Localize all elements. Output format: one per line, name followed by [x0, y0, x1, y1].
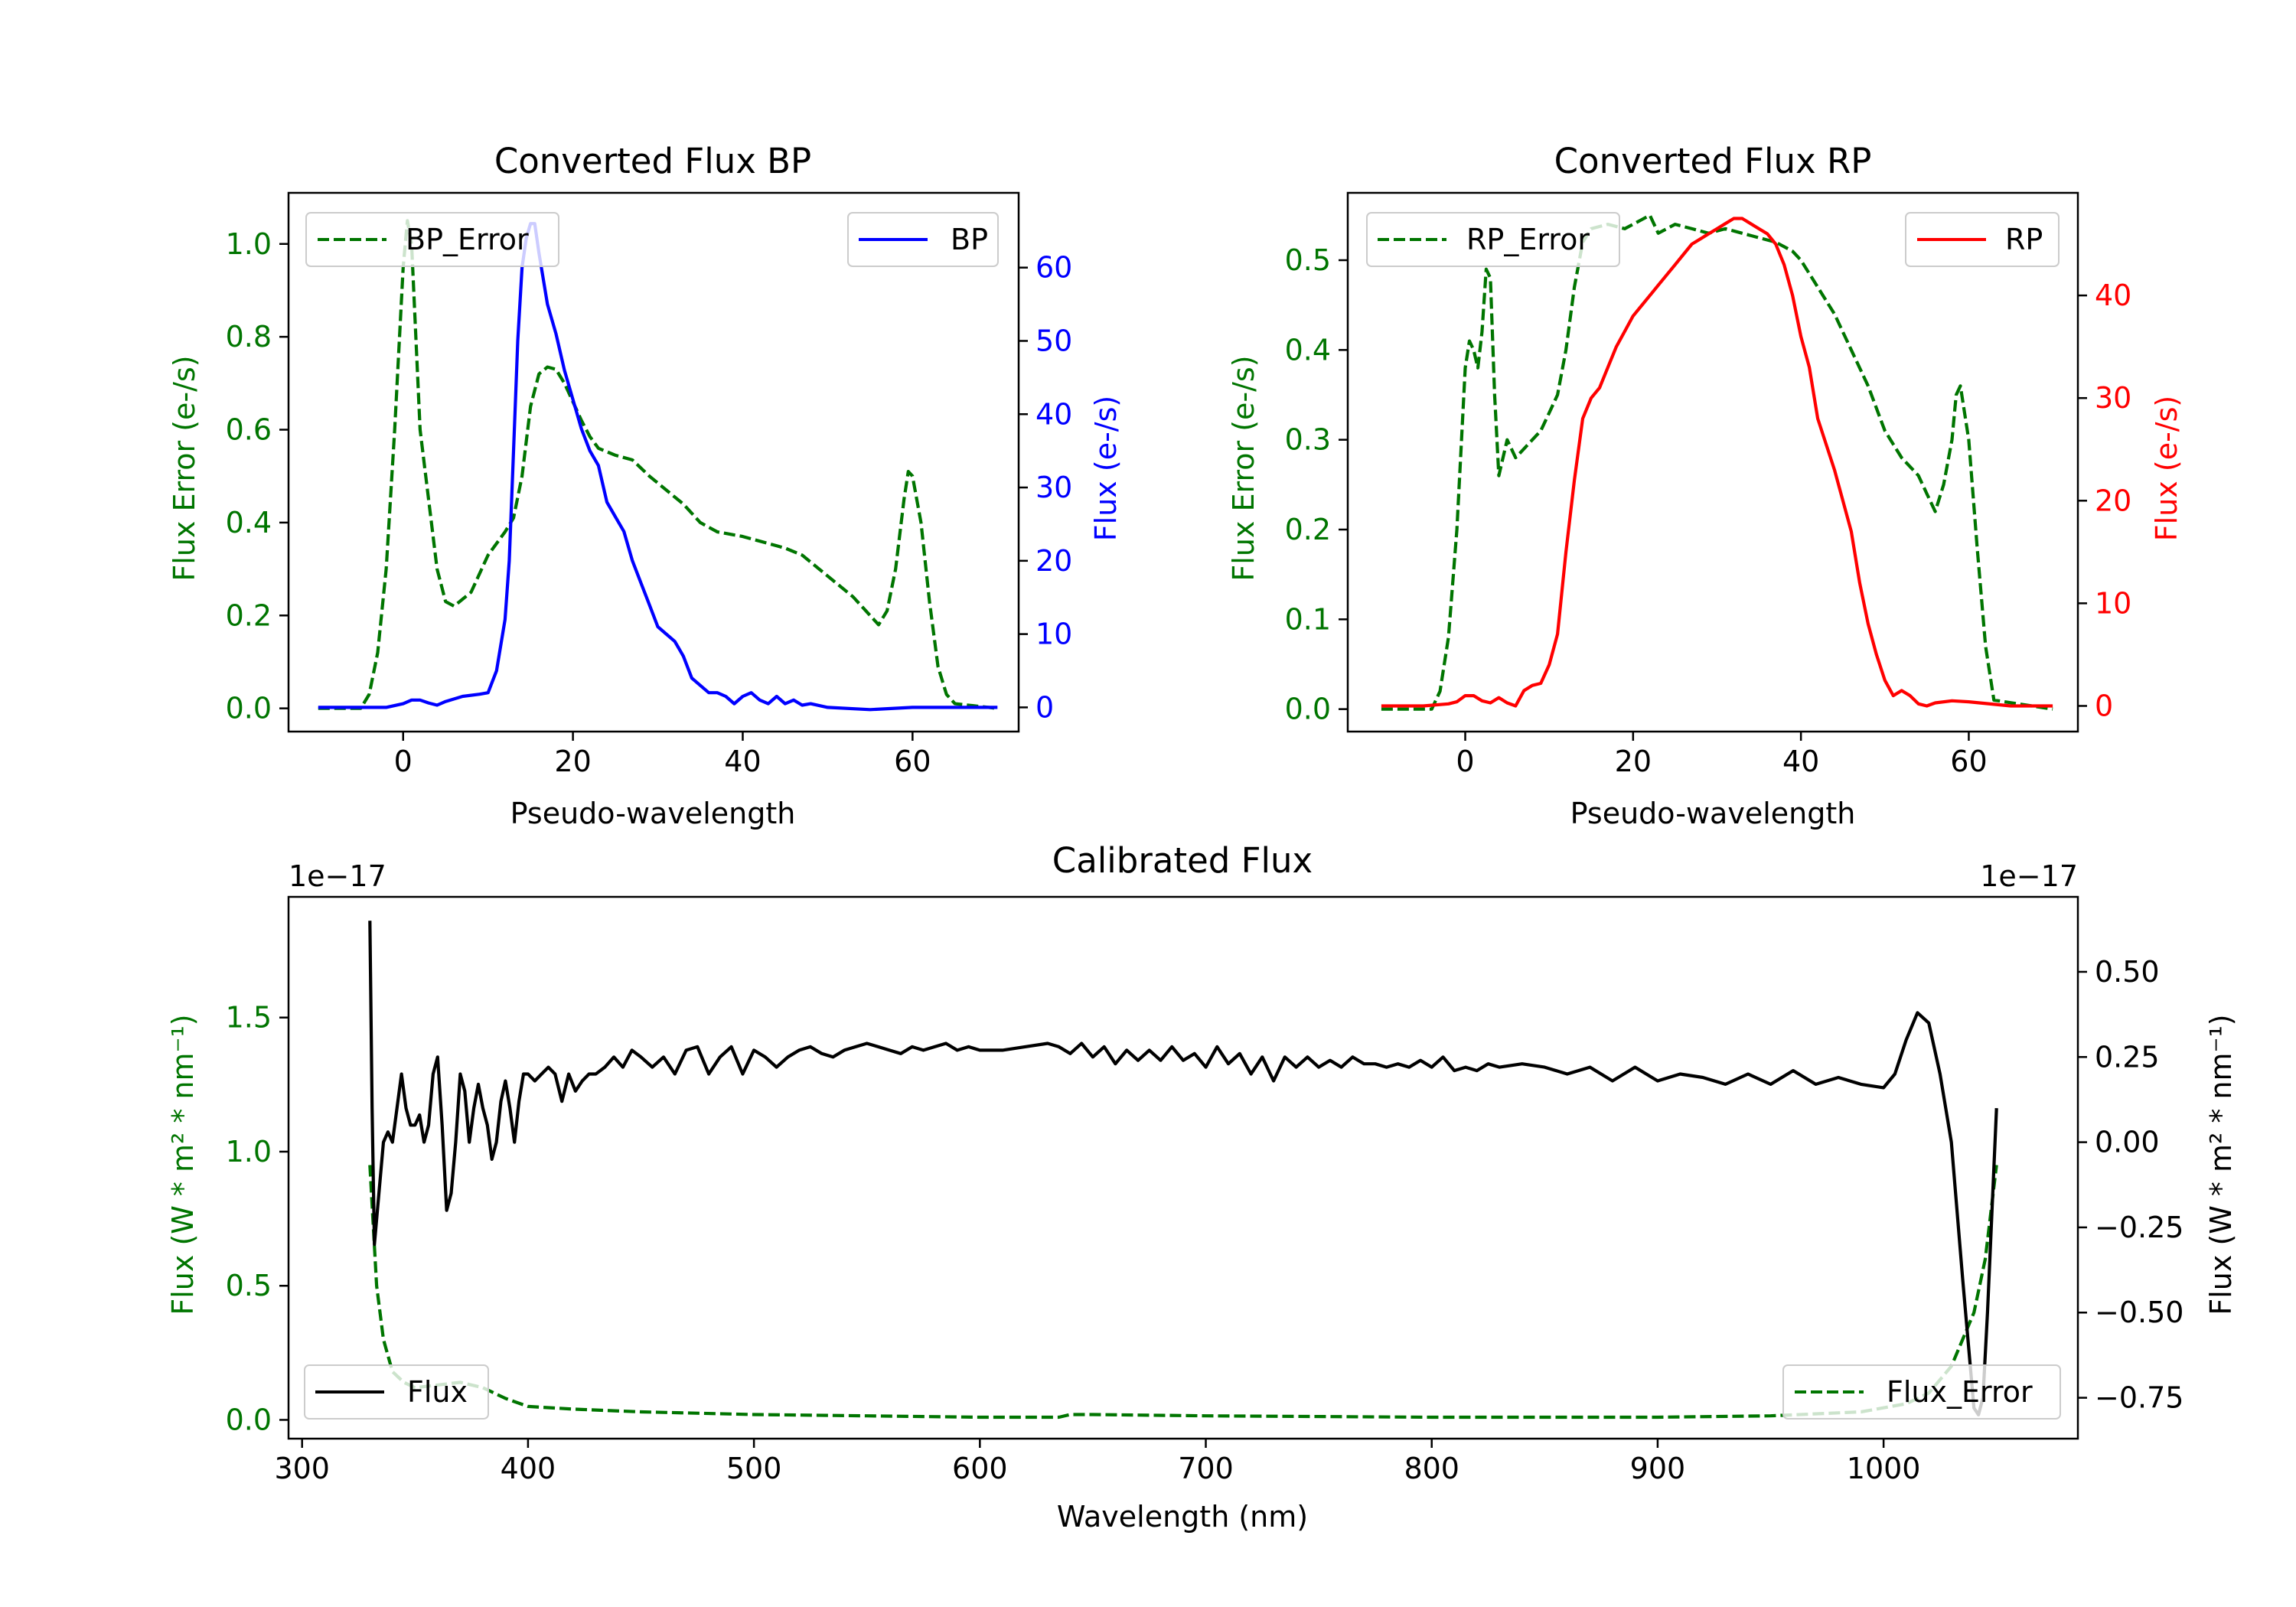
rp-ytick-right-label: 10	[2095, 586, 2131, 620]
rp-panel: Converted Flux RP 0 20 40 60 0.0 0.1 0.2 0.3 0.4…	[1227, 141, 2183, 830]
calibrated-ytick-left-label: 1.0	[226, 1135, 272, 1169]
bp-ytick-left-label: 0.2	[226, 598, 272, 632]
bp-legend-error-box	[305, 212, 559, 267]
calibrated-ytick-right-label: −0.25	[2095, 1211, 2183, 1244]
calibrated-legend-error: Flux_Error	[1782, 1364, 2061, 1420]
calibrated-ytick-left-label: 1.5	[226, 1001, 272, 1035]
rp-plot-area: 0 20 40 60 0.0 0.1 0.2 0.3 0.4 0.5 0 10 20 30 40	[1285, 191, 2131, 778]
bp-ytick-right-label: 10	[1035, 618, 1072, 651]
rp-series-rp-error-line	[1381, 214, 2053, 711]
bp-ytick-right-label: 50	[1035, 324, 1072, 357]
bp-title: Converted Flux BP	[494, 141, 811, 181]
rp-xlabel: Pseudo-wavelength	[1570, 797, 1856, 830]
bp-xlabel: Pseudo-wavelength	[510, 797, 796, 830]
rp-axes-frame	[1346, 191, 2079, 733]
bp-ytick-right-label: 30	[1035, 471, 1072, 504]
rp-ylabel-left: Flux Error (e-/s)	[1227, 355, 1261, 581]
rp-ytick-left-label: 0.5	[1285, 243, 1331, 277]
bp-ytick-right-label: 20	[1035, 544, 1072, 578]
bp-ytick-right-label: 40	[1035, 397, 1072, 431]
calibrated-legend-flux-label: Flux	[407, 1375, 468, 1409]
bp-xtick-label: 60	[894, 745, 931, 778]
bp-xtick-label: 20	[554, 745, 591, 778]
rp-xtick-label: 40	[1782, 745, 1819, 778]
rp-ytick-right-label: 30	[2095, 381, 2131, 415]
rp-ytick-right-label: 0	[2095, 689, 2113, 722]
calibrated-legend-error-box	[1782, 1364, 2061, 1420]
calibrated-xtick-label: 700	[1178, 1452, 1234, 1485]
rp-legend-error: RP_Error	[1366, 212, 1620, 267]
calibrated-xtick-label: 300	[274, 1452, 330, 1485]
rp-ytick-left-label: 0.0	[1285, 693, 1331, 726]
bp-xtick-label: 40	[724, 745, 761, 778]
rp-xtick-label: 20	[1615, 745, 1652, 778]
calibrated-ytick-right-label: 0.25	[2095, 1040, 2160, 1074]
bp-ytick-left-label: 0.0	[226, 692, 272, 725]
calibrated-ylabel-left: Flux (W * m² * nm⁻¹)	[166, 1014, 200, 1315]
bp-legend-flux: BP	[847, 212, 999, 267]
rp-legend-flux-label: RP	[2005, 223, 2043, 256]
rp-ytick-left-label: 0.2	[1285, 513, 1331, 546]
bp-ytick-left-label: 0.4	[226, 506, 272, 539]
calibrated-xtick-label: 800	[1404, 1452, 1459, 1485]
rp-ytick-left-label: 0.1	[1285, 602, 1331, 636]
bp-xtick-label: 0	[394, 745, 413, 778]
calibrated-title: Calibrated Flux	[1052, 840, 1313, 881]
rp-ylabel-right: Flux (e-/s)	[2150, 396, 2183, 541]
bp-legend-flux-label: BP	[951, 223, 988, 256]
calibrated-ytick-right-label: 0.00	[2095, 1126, 2160, 1159]
bp-ytick-left-label: 1.0	[226, 227, 272, 261]
bp-panel: Converted Flux BP 0 20 40 60 0.0 0.2 0.4 0.6 0.8…	[168, 141, 1123, 830]
bp-series-bp-error-line	[318, 219, 998, 710]
rp-ytick-left-label: 0.3	[1285, 423, 1331, 457]
bp-ytick-left-label: 0.6	[226, 413, 272, 447]
calibrated-ytick-left-label: 0.0	[226, 1403, 272, 1436]
calibrated-xtick-label: 400	[501, 1452, 556, 1485]
rp-xtick-label: 0	[1456, 745, 1474, 778]
calibrated-axes-frame	[287, 895, 2079, 1440]
bp-ylabel-left: Flux Error (e-/s)	[168, 355, 201, 581]
calibrated-offset-right: 1e−17	[1980, 859, 2078, 893]
bp-plot-area: 0 20 40 60 0.0 0.2 0.4 0.6 0.8 1.0 0 10 20 30 40 50 60	[226, 191, 1072, 778]
calibrated-xlabel: Wavelength (nm)	[1057, 1500, 1308, 1534]
rp-legend-error-label: RP_Error	[1466, 223, 1590, 256]
calibrated-offset-left: 1e−17	[289, 859, 386, 893]
calibrated-ytick-left-label: 0.5	[226, 1269, 272, 1302]
rp-legend-flux: RP	[1905, 212, 2060, 267]
calibrated-panel: Calibrated Flux 1e−17 1e−17 300 400 500 600…	[166, 840, 2238, 1534]
bp-legend-error-label: BP_Error	[406, 223, 529, 256]
calibrated-ytick-right-label: 0.50	[2095, 955, 2160, 989]
calibrated-ylabel-right: Flux (W * m² * nm⁻¹)	[2204, 1014, 2238, 1315]
bp-series-bp-line	[318, 222, 998, 712]
rp-xtick-label: 60	[1950, 745, 1987, 778]
rp-ytick-left-label: 0.4	[1285, 333, 1331, 367]
rp-ytick-right-label: 20	[2095, 484, 2131, 517]
calibrated-ytick-right-label: −0.75	[2095, 1381, 2183, 1415]
bp-legend-error: BP_Error	[305, 212, 559, 267]
calibrated-xtick-label: 600	[952, 1452, 1008, 1485]
calibrated-ytick-right-label: −0.50	[2095, 1296, 2183, 1329]
bp-ytick-left-label: 0.8	[226, 320, 272, 354]
bp-ytick-right-label: 60	[1035, 251, 1072, 285]
calibrated-xtick-label: 500	[726, 1452, 782, 1485]
calibrated-legend-error-label: Flux_Error	[1887, 1375, 2033, 1409]
bp-axes-frame	[287, 191, 1020, 733]
rp-title: Converted Flux RP	[1554, 141, 1872, 181]
calibrated-series-flux-line	[368, 921, 1998, 1416]
rp-series-rp-line	[1381, 217, 2053, 708]
rp-ytick-right-label: 40	[2095, 279, 2131, 312]
bp-ytick-right-label: 0	[1035, 690, 1054, 724]
bp-ylabel-right: Flux (e-/s)	[1089, 396, 1123, 541]
calibrated-xtick-label: 900	[1630, 1452, 1686, 1485]
calibrated-xtick-label: 1000	[1847, 1452, 1921, 1485]
rp-legend-error-box	[1366, 212, 1620, 267]
calibrated-legend-flux-box	[304, 1364, 489, 1420]
calibrated-legend-flux: Flux	[304, 1364, 489, 1420]
